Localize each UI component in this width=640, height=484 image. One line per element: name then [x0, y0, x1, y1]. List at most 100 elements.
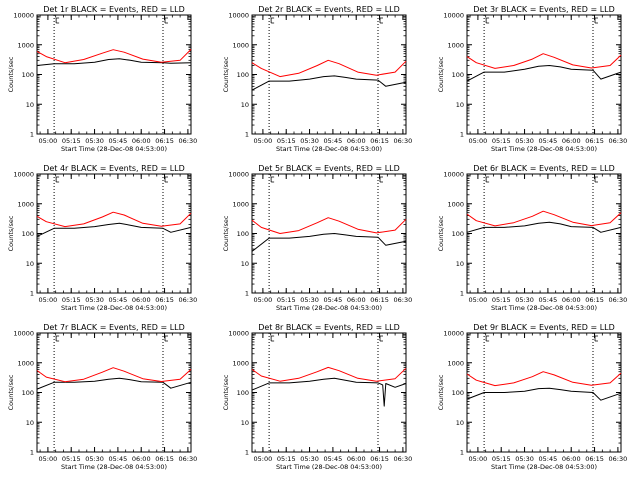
events-line [251, 75, 407, 91]
y-axis-label: Counts/sec [222, 374, 230, 410]
y-tick-label: 10 [456, 419, 464, 427]
x-tick-label: 06:15 [585, 296, 604, 304]
y-tick-label: 1000 [17, 359, 34, 367]
y-tick-label: 1 [460, 131, 464, 139]
x-tick-label: 05:45 [539, 137, 558, 145]
y-tick-label: 1 [245, 449, 249, 457]
bracket-marker [485, 335, 490, 342]
x-tick-label: 05:00 [254, 137, 273, 145]
x-tick-label: 06:15 [155, 296, 174, 304]
y-tick-label: 1000 [17, 200, 34, 208]
events-line [251, 377, 407, 407]
x-tick-label: 05:00 [254, 455, 273, 463]
y-tick-label: 10000 [228, 330, 249, 338]
x-tick-label: 06:30 [179, 296, 198, 304]
x-tick-label: 06:30 [609, 296, 628, 304]
x-tick-label: 05:45 [324, 455, 343, 463]
x-tick-label: 05:30 [300, 137, 319, 145]
x-tick-label: 05:30 [300, 455, 319, 463]
x-axis-label: Start Time (28-Dec-08 04:53:00) [61, 145, 167, 153]
y-tick-label: 100 [237, 71, 249, 79]
bracket-marker [379, 17, 383, 24]
x-tick-label: 06:15 [585, 455, 604, 463]
x-tick-label: 05:30 [300, 296, 319, 304]
y-tick-label: 1 [460, 449, 464, 457]
x-tick-label: 06:30 [179, 137, 198, 145]
lld-line [466, 371, 622, 387]
y-tick-label: 10 [241, 419, 249, 427]
lld-line [251, 366, 407, 382]
x-tick-label: 06:15 [370, 296, 389, 304]
x-tick-label: 06:15 [370, 137, 389, 145]
x-axis-label: Start Time (28-Dec-08 04:53:00) [491, 304, 597, 312]
bracket-marker [379, 176, 383, 183]
x-tick-label: 06:00 [347, 137, 366, 145]
bracket-marker [55, 176, 60, 183]
lld-line [251, 59, 407, 78]
lld-line [251, 217, 407, 234]
bracket-marker [164, 176, 168, 183]
x-tick-label: 05:45 [109, 455, 128, 463]
panel-title: Det 6r BLACK = Events, RED = LLD [473, 164, 615, 173]
y-axis-label: Counts/sec [437, 56, 445, 92]
x-tick-label: 05:45 [324, 137, 343, 145]
bracket-marker [594, 335, 598, 342]
x-tick-label: 05:30 [515, 455, 534, 463]
plot-frame [466, 173, 622, 294]
x-tick-label: 06:30 [179, 455, 198, 463]
y-tick-label: 10000 [13, 330, 34, 338]
detector-panel-1: Det 1r BLACK = Events, RED = LLD 1 10 100 10… [7, 5, 197, 153]
x-tick-label: 05:30 [515, 296, 534, 304]
y-tick-label: 10000 [228, 171, 249, 179]
x-tick-label: 06:00 [562, 296, 581, 304]
lld-line [466, 210, 622, 227]
panel-title: Det 8r BLACK = Events, RED = LLD [258, 323, 400, 332]
plot-frame [36, 173, 192, 294]
bracket-marker [164, 17, 168, 24]
y-tick-label: 1000 [232, 359, 249, 367]
y-tick-label: 1 [460, 290, 464, 298]
y-axis-label: Counts/sec [437, 215, 445, 251]
lld-line [36, 49, 192, 64]
y-tick-label: 10 [456, 260, 464, 268]
y-tick-label: 10000 [13, 12, 34, 20]
x-tick-label: 06:30 [609, 455, 628, 463]
x-axis-label: Start Time (28-Dec-08 04:53:00) [276, 304, 382, 312]
y-axis-label: Counts/sec [222, 215, 230, 251]
y-tick-label: 10000 [228, 12, 249, 20]
events-line [36, 58, 192, 66]
detector-panel-5: Det 5r BLACK = Events, RED = LLD 1 10 100 10… [222, 164, 412, 312]
y-axis-label: Counts/sec [222, 56, 230, 92]
x-axis-label: Start Time (28-Dec-08 04:53:00) [61, 304, 167, 312]
y-tick-label: 100 [237, 389, 249, 397]
x-axis-label: Start Time (28-Dec-08 04:53:00) [276, 145, 382, 153]
x-tick-label: 06:00 [132, 455, 151, 463]
detector-panel-9: Det 9r BLACK = Events, RED = LLD 1 10 100 10… [437, 323, 627, 471]
x-tick-label: 05:30 [85, 296, 104, 304]
y-tick-label: 1 [30, 449, 34, 457]
x-tick-label: 05:15 [492, 296, 511, 304]
detector-panel-6: Det 6r BLACK = Events, RED = LLD 1 10 100 10… [437, 164, 627, 312]
panel-title: Det 3r BLACK = Events, RED = LLD [473, 5, 615, 14]
detector-panel-7: Det 7r BLACK = Events, RED = LLD 1 10 100 10… [7, 323, 197, 471]
y-tick-label: 100 [452, 389, 464, 397]
x-axis-label: Start Time (28-Dec-08 04:53:00) [491, 463, 597, 471]
y-tick-label: 1 [30, 290, 34, 298]
y-tick-label: 100 [237, 230, 249, 238]
x-tick-label: 05:00 [469, 137, 488, 145]
y-tick-label: 10 [26, 260, 34, 268]
bracket-marker [594, 17, 598, 24]
x-tick-label: 06:00 [132, 296, 151, 304]
y-tick-label: 10000 [443, 330, 464, 338]
y-tick-label: 1 [245, 290, 249, 298]
y-tick-label: 10 [456, 101, 464, 109]
x-tick-label: 05:00 [39, 455, 58, 463]
plot-frame [36, 14, 192, 135]
x-tick-label: 05:45 [109, 296, 128, 304]
x-tick-label: 06:30 [394, 455, 413, 463]
bracket-marker [270, 17, 275, 24]
events-line [466, 65, 622, 82]
x-tick-label: 06:30 [394, 137, 413, 145]
panel-title: Det 5r BLACK = Events, RED = LLD [258, 164, 400, 173]
x-tick-label: 05:30 [85, 137, 104, 145]
